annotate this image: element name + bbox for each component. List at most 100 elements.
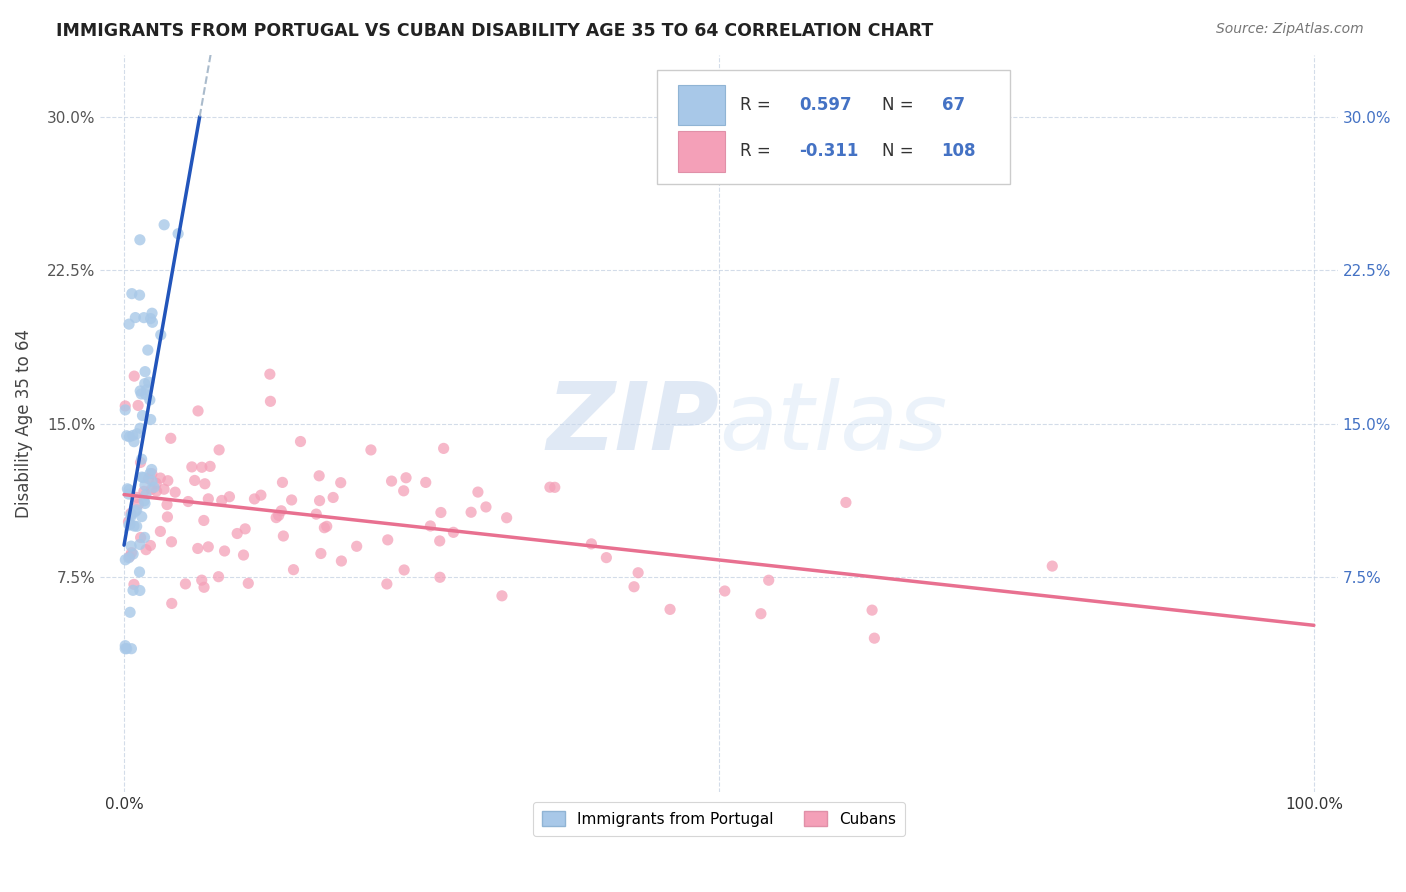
Point [208, 442, 231, 457]
Point [117, 482, 139, 496]
Text: 0.597: 0.597 [800, 95, 852, 114]
Point [183, 474, 205, 488]
Point [863, 631, 886, 645]
Point [138, 472, 160, 486]
Point [860, 603, 883, 617]
Point [120, 506, 142, 520]
Point [174, 577, 197, 591]
Point [114, 639, 136, 653]
Point [156, 474, 179, 488]
Point [118, 317, 141, 331]
Point [197, 491, 219, 506]
Point [375, 577, 398, 591]
Point [595, 550, 617, 565]
Point [149, 327, 172, 342]
Text: N =: N = [883, 143, 920, 161]
Point [156, 498, 179, 512]
Point [627, 566, 650, 580]
Point [136, 343, 159, 357]
Point [1040, 559, 1063, 574]
Point [193, 513, 215, 527]
Point [122, 369, 145, 384]
Point [167, 227, 190, 241]
Point [129, 455, 152, 469]
Point [159, 431, 181, 445]
Point [114, 553, 136, 567]
Point [271, 475, 294, 490]
Point [264, 510, 287, 524]
Point [491, 589, 513, 603]
Point [128, 537, 150, 551]
Point [132, 484, 155, 499]
Point [128, 288, 150, 302]
Point [207, 570, 229, 584]
Point [125, 426, 148, 441]
Point [145, 484, 167, 499]
Point [141, 483, 163, 497]
Point [129, 421, 152, 435]
Point [429, 533, 451, 548]
Point [259, 394, 281, 409]
Point [122, 577, 145, 591]
Point [141, 306, 163, 320]
Point [143, 480, 166, 494]
Point [226, 526, 249, 541]
Point [243, 491, 266, 506]
Point [118, 487, 141, 501]
Point [380, 474, 402, 488]
Point [218, 490, 240, 504]
Point [758, 573, 780, 587]
Point [134, 478, 156, 492]
Point [395, 471, 418, 485]
Point [131, 452, 153, 467]
Point [115, 429, 138, 443]
Y-axis label: Disability Age 35 to 64: Disability Age 35 to 64 [15, 329, 32, 518]
Point [118, 518, 141, 533]
Point [495, 510, 517, 524]
Point [120, 509, 142, 524]
Point [433, 442, 456, 456]
Point [139, 392, 162, 407]
Point [194, 476, 217, 491]
Text: N =: N = [883, 95, 920, 114]
Point [430, 506, 453, 520]
Point [135, 387, 157, 401]
Point [330, 554, 353, 568]
Point [131, 470, 153, 484]
Point [134, 376, 156, 391]
Point [139, 539, 162, 553]
Point [309, 547, 332, 561]
Point [160, 597, 183, 611]
Point [122, 583, 145, 598]
Point [139, 412, 162, 426]
Point [460, 505, 482, 519]
Point [538, 480, 561, 494]
Point [128, 233, 150, 247]
Point [232, 548, 254, 562]
Point [121, 546, 143, 560]
Point [124, 310, 146, 325]
Point [129, 531, 152, 545]
Point [392, 483, 415, 498]
Text: R =: R = [740, 143, 776, 161]
Point [122, 519, 145, 533]
Point [214, 544, 236, 558]
Text: -0.311: -0.311 [800, 143, 859, 161]
Point [190, 573, 212, 587]
Point [308, 468, 330, 483]
Point [149, 524, 172, 539]
Point [125, 491, 148, 505]
FancyBboxPatch shape [678, 85, 725, 125]
Point [290, 434, 312, 449]
Point [280, 492, 302, 507]
FancyBboxPatch shape [678, 131, 725, 171]
Point [134, 496, 156, 510]
Point [233, 522, 256, 536]
Point [134, 530, 156, 544]
Point [153, 218, 176, 232]
Point [177, 494, 200, 508]
Legend: Immigrants from Portugal, Cubans: Immigrants from Portugal, Cubans [533, 802, 905, 836]
Point [141, 474, 163, 488]
Point [145, 476, 167, 491]
Point [749, 607, 772, 621]
